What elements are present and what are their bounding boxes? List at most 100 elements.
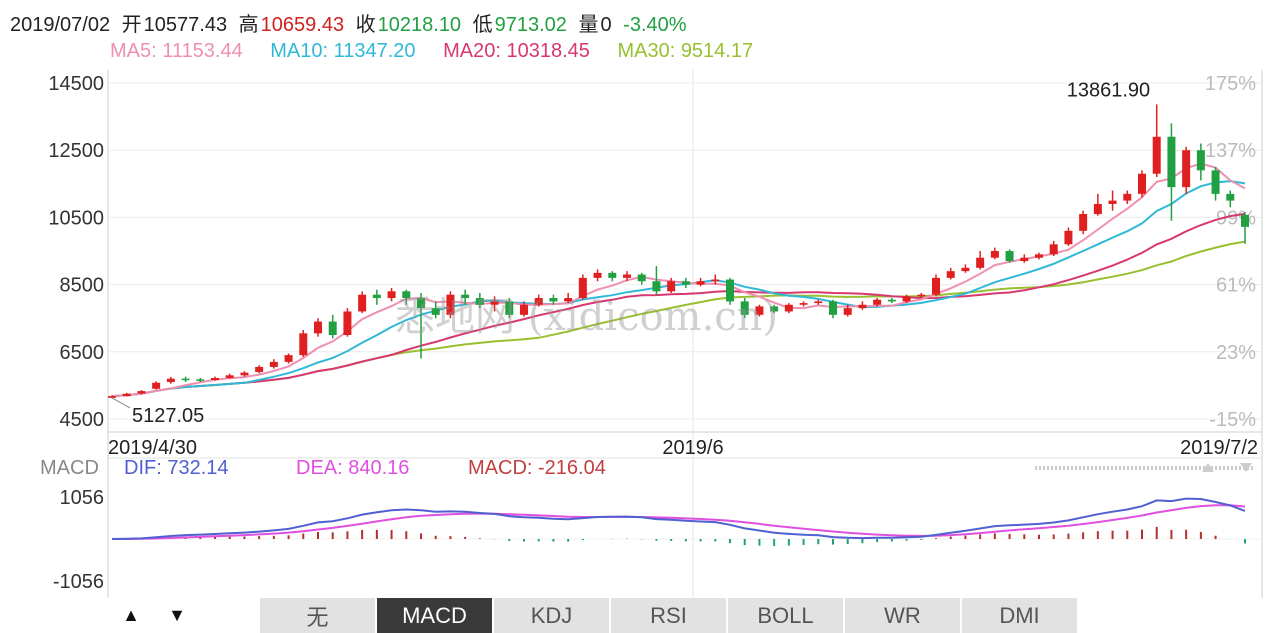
candle[interactable]	[1196, 143, 1205, 181]
candle[interactable]	[637, 272, 646, 285]
candle[interactable]	[593, 269, 602, 282]
candle[interactable]	[284, 353, 293, 364]
candle[interactable]	[1035, 252, 1043, 260]
candle[interactable]	[726, 277, 734, 305]
candle[interactable]	[873, 298, 882, 307]
candle[interactable]	[1138, 170, 1146, 198]
candle[interactable]	[505, 298, 514, 319]
candle[interactable]	[740, 298, 749, 319]
candle[interactable]	[932, 274, 940, 297]
candle[interactable]	[211, 376, 219, 381]
candle[interactable]	[520, 301, 528, 317]
candle[interactable]	[475, 293, 484, 309]
candle[interactable]	[358, 291, 367, 314]
candle[interactable]	[1093, 193, 1102, 216]
candle[interactable]	[1020, 254, 1029, 263]
candle[interactable]	[431, 301, 440, 319]
candle[interactable]	[667, 277, 676, 293]
candle[interactable]	[402, 289, 411, 305]
candle[interactable]	[976, 251, 985, 270]
candle[interactable]	[1108, 190, 1117, 211]
candle[interactable]	[578, 274, 587, 300]
candle[interactable]	[799, 301, 808, 307]
candle[interactable]	[1123, 190, 1132, 204]
candle[interactable]	[225, 373, 234, 379]
candle[interactable]	[240, 371, 249, 377]
candle[interactable]	[1167, 123, 1176, 221]
candle[interactable]	[299, 329, 308, 357]
macd-panel-down-icon[interactable]	[1240, 463, 1252, 472]
candle[interactable]	[490, 296, 499, 312]
candle-body	[784, 304, 793, 312]
candle[interactable]	[696, 277, 705, 287]
candle[interactable]	[564, 293, 573, 304]
candle[interactable]	[608, 271, 617, 282]
candle[interactable]	[990, 247, 999, 260]
percent-tick-label: 61%	[1216, 275, 1256, 297]
candle-body	[328, 321, 337, 335]
candle[interactable]	[181, 376, 190, 383]
percent-tick-label: 175%	[1205, 73, 1256, 95]
candle[interactable]	[269, 359, 278, 369]
candle[interactable]	[814, 299, 823, 305]
candle-body	[1108, 200, 1117, 204]
candle[interactable]	[858, 301, 867, 310]
candle[interactable]	[1049, 240, 1058, 257]
candle[interactable]	[1182, 146, 1191, 194]
candle[interactable]	[829, 299, 837, 319]
candle[interactable]	[961, 264, 970, 273]
candle-body	[358, 294, 367, 312]
tab-wr[interactable]: WR	[845, 598, 960, 633]
candle[interactable]	[1211, 167, 1220, 201]
candle[interactable]	[887, 298, 896, 304]
candle[interactable]	[1226, 190, 1235, 208]
candle[interactable]	[623, 271, 631, 282]
candle[interactable]	[122, 392, 131, 397]
candle[interactable]	[549, 294, 558, 305]
candle[interactable]	[770, 304, 779, 314]
candle[interactable]	[328, 314, 337, 339]
candle[interactable]	[681, 277, 690, 288]
tab-boll[interactable]: BOLL	[728, 598, 843, 633]
candle[interactable]	[784, 303, 793, 314]
candle[interactable]	[1241, 212, 1249, 244]
candle[interactable]	[152, 381, 161, 390]
candle[interactable]	[843, 304, 852, 317]
candle[interactable]	[417, 293, 425, 359]
candle[interactable]	[1005, 249, 1014, 263]
candle[interactable]	[652, 266, 661, 295]
tab-kdj[interactable]: KDJ	[494, 598, 609, 633]
candle[interactable]	[387, 287, 396, 302]
candle[interactable]	[534, 294, 543, 307]
candle[interactable]	[1152, 104, 1161, 178]
candle[interactable]	[946, 267, 955, 280]
dea-line	[112, 504, 1246, 540]
tab-macd[interactable]: MACD	[377, 598, 492, 633]
candle[interactable]	[343, 308, 352, 337]
candle[interactable]	[917, 293, 926, 299]
candle[interactable]	[372, 289, 381, 305]
candle[interactable]	[1079, 210, 1088, 235]
scroll-up-button[interactable]: ▲	[108, 598, 154, 633]
candle-body	[652, 281, 661, 292]
candle[interactable]	[902, 294, 911, 304]
candle[interactable]	[711, 274, 720, 285]
candle-body	[681, 281, 690, 285]
candle[interactable]	[255, 365, 264, 374]
tab-none[interactable]: 无	[260, 598, 375, 633]
candle[interactable]	[166, 377, 175, 384]
candle-body	[564, 298, 573, 302]
tab-dmi[interactable]: DMI	[962, 598, 1077, 633]
tab-rsi[interactable]: RSI	[611, 598, 726, 633]
scroll-down-button[interactable]: ▼	[154, 598, 200, 633]
candle[interactable]	[755, 304, 764, 317]
candle[interactable]	[461, 289, 470, 305]
macd-panel-up-icon[interactable]	[1202, 463, 1214, 472]
candle[interactable]	[446, 291, 455, 319]
candle[interactable]	[1064, 227, 1073, 246]
candle[interactable]	[108, 395, 116, 398]
candle[interactable]	[137, 390, 146, 395]
candle[interactable]	[314, 318, 322, 337]
candle[interactable]	[196, 378, 205, 383]
